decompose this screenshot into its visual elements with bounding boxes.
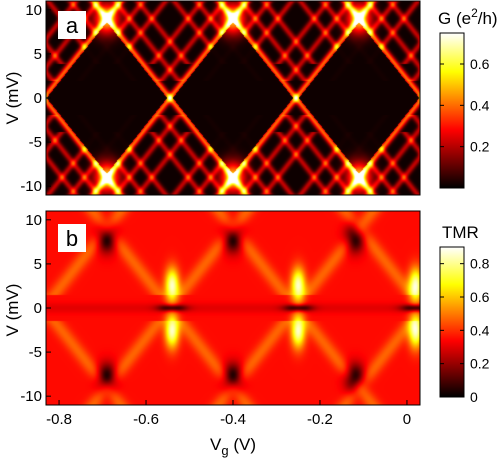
x-axis-title-unit: (V): [229, 435, 256, 454]
y-axis-b-tick-label: -10: [20, 388, 42, 405]
x-axis-title-subscript: g: [221, 443, 228, 458]
x-axis-tick-label: -0.8: [46, 411, 72, 428]
x-axis-tick-label: 0: [403, 411, 411, 428]
y-axis-b-tick-label: 5: [34, 256, 42, 273]
x-axis-title-main: V: [210, 435, 222, 454]
colorbar-gradient-b: [439, 246, 465, 398]
y-axis-b: 10 5 0 -5 -10: [20, 212, 51, 405]
y-axis-a-tick-label: 5: [34, 46, 42, 63]
panel-letter-b: b: [66, 226, 78, 251]
x-axis-b: -0.8 -0.6 -0.4 -0.2 0: [46, 400, 411, 428]
panel-a: 10 5 0 -5 -10 V (mV) a 0.6 0.4 0.2 G (e2/h): [3, 0, 498, 196]
y-axis-a: 10 5 0 -5 -10: [20, 2, 51, 195]
conductance-heatmap: [46, 1, 420, 195]
panel-letter-a: a: [66, 13, 79, 38]
panel-letter-box-a: [58, 11, 86, 39]
panel-b: 10 5 0 -5 -10 -0.8 -0.6 -0.4 -0.2 0 V (mV) Vg (V…: [3, 210, 490, 458]
colorbar-title-a-main: G (e: [438, 9, 471, 28]
y-axis-b-tick-label: 0: [34, 300, 42, 317]
x-axis-tick-label: -0.4: [220, 411, 246, 428]
colorbar-title-a-rest: /h): [478, 9, 498, 28]
colorbar-tick-label: 0.8: [470, 256, 490, 272]
colorbar-tick-label: 0.2: [470, 139, 490, 155]
y-axis-a-tick-label: -5: [29, 134, 42, 151]
x-axis-tick-label: -0.2: [307, 411, 333, 428]
tmr-heatmap: [46, 211, 420, 405]
y-axis-a-tick-label: -10: [20, 178, 42, 195]
x-axis-tick-label: -0.6: [133, 411, 159, 428]
colorbar-tick-label: 0.2: [470, 356, 490, 372]
y-axis-b-tick-label: 10: [25, 212, 42, 229]
colorbar-tick-label: 0.4: [470, 97, 490, 113]
colorbar-gradient-a: [439, 32, 465, 189]
colorbar-tick-label: 0.6: [470, 289, 490, 305]
y-axis-b-tick-label: -5: [29, 344, 42, 361]
x-axis-title: Vg (V): [210, 435, 256, 458]
colorbar-ticks-a: 0.6 0.4 0.2: [440, 56, 490, 155]
y-axis-title-a: V (mV): [3, 72, 22, 125]
y-axis-a-tick-label: 0: [34, 90, 42, 107]
colorbar-title-a-sup: 2: [471, 6, 478, 20]
colorbar-b: 0.8 0.6 0.4 0.2 0 TMR: [439, 223, 490, 405]
colorbar-ticks-b: 0.8 0.6 0.4 0.2 0: [440, 256, 490, 405]
panel-letter-box-b: [58, 224, 86, 252]
colorbar-tick-label: 0.6: [470, 56, 490, 72]
colorbar-title-b: TMR: [442, 223, 479, 242]
y-axis-a-tick-label: 10: [25, 2, 42, 19]
y-axis-title-b: V (mV): [3, 284, 22, 337]
colorbar-tick-label: 0: [470, 389, 478, 405]
colorbar-tick-label: 0.4: [470, 322, 490, 338]
colorbar-title-a: G (e2/h): [438, 6, 498, 28]
colorbar-a: 0.6 0.4 0.2 G (e2/h): [438, 6, 498, 189]
